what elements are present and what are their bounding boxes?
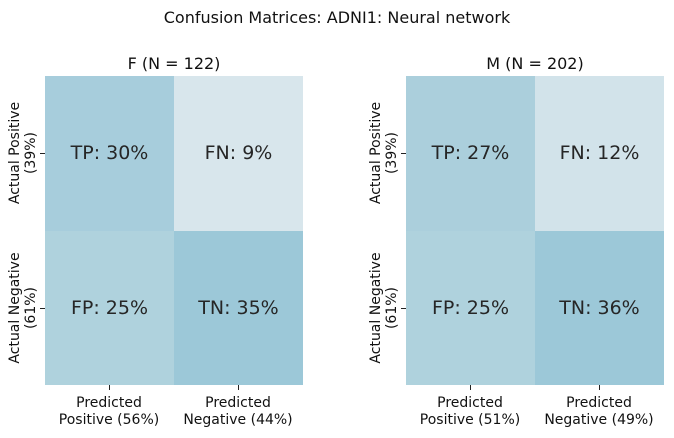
cell-tp: TP: 27%: [406, 76, 535, 231]
cell-tp: TP: 30%: [45, 76, 174, 231]
x-tick: [470, 385, 471, 390]
matrix-grid: TP: 30% FN: 9% FP: 25% TN: 35%: [45, 76, 303, 385]
x-tick: [599, 385, 600, 390]
row-label-actual-negative: Actual Negative (61%): [7, 252, 39, 364]
panel-title: F (N = 122): [127, 54, 221, 73]
x-tick: [109, 385, 110, 390]
col-label-predicted-negative: Predicted Negative (44%): [183, 395, 293, 428]
col-label-predicted-negative: Predicted Negative (49%): [544, 395, 654, 428]
y-tick: [401, 308, 406, 309]
cell-fp: FP: 25%: [406, 230, 535, 385]
confusion-matrix-panel-m: M (N = 202) TP: 27% FN: 12% FP: 25% TN: …: [361, 0, 674, 438]
row-label-actual-positive: Actual Positive (39%): [7, 101, 39, 205]
col-label-predicted-positive: Predicted Positive (51%): [419, 395, 521, 428]
cell-fn: FN: 12%: [535, 76, 664, 231]
figure-title: Confusion Matrices: ADNI1: Neural networ…: [163, 8, 511, 27]
y-tick: [401, 153, 406, 154]
y-tick: [40, 308, 45, 309]
matrix-grid: TP: 27% FN: 12% FP: 25% TN: 36%: [406, 76, 664, 385]
cell-fp: FP: 25%: [45, 230, 174, 385]
row-label-actual-positive: Actual Positive (39%): [368, 101, 400, 205]
cell-fn: FN: 9%: [174, 76, 303, 231]
confusion-matrix-panel-f: F (N = 122) TP: 30% FN: 9% FP: 25% TN: 3…: [7, 54, 303, 428]
row-label-actual-negative: Actual Negative (61%): [368, 252, 400, 364]
col-label-predicted-positive: Predicted Positive (56%): [58, 395, 160, 428]
panel-title: M (N = 202): [486, 54, 584, 73]
cell-tn: TN: 36%: [535, 230, 664, 385]
y-tick: [40, 153, 45, 154]
cell-tn: TN: 35%: [174, 230, 303, 385]
x-tick: [238, 385, 239, 390]
